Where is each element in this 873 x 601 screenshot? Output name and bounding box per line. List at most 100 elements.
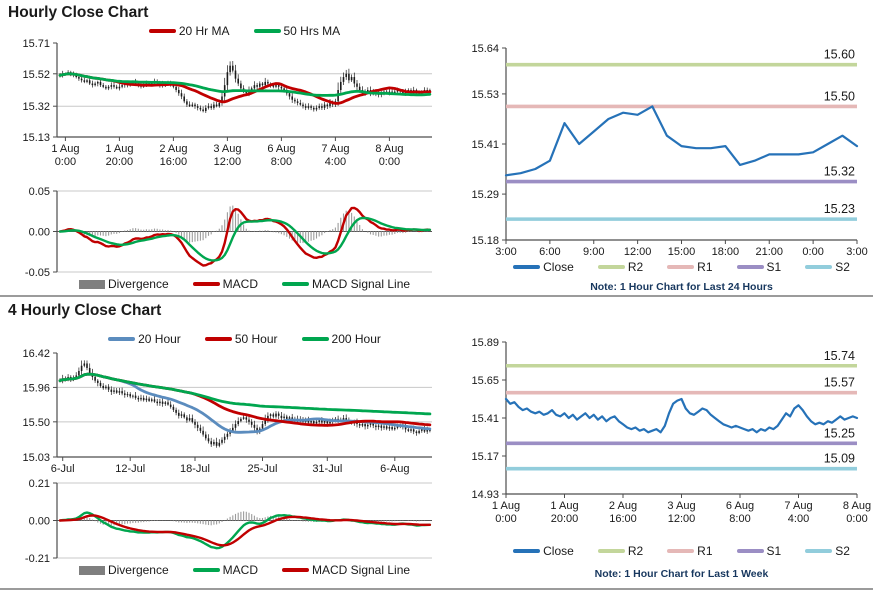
svg-text:0:00: 0:00 [802, 246, 823, 258]
legend-label: Close [543, 544, 574, 558]
legend-fourh-ma: 20 Hour 50 Hour 200 Hour [57, 331, 432, 347]
legend-label: R2 [627, 260, 644, 274]
week-chart-note: Note: 1 Hour Chart for Last 1 Week [594, 568, 769, 580]
svg-text:15.96: 15.96 [22, 382, 50, 394]
legend-label: R1 [697, 260, 713, 274]
svg-text:0.21: 0.21 [29, 478, 50, 490]
legend-label: Divergence [107, 277, 169, 291]
line-swatch-icon [301, 337, 329, 341]
svg-text:15.89: 15.89 [471, 337, 499, 349]
legend-item-divergence: Divergence [78, 277, 169, 291]
svg-text:15.53: 15.53 [471, 89, 499, 101]
legend-item-s2: S2 [805, 544, 850, 558]
svg-text:6-Jul: 6-Jul [51, 463, 75, 475]
svg-text:-0.05: -0.05 [25, 267, 50, 279]
section-divider-bottom [0, 588, 873, 590]
svg-text:14.93: 14.93 [471, 489, 499, 501]
svg-text:6-Aug: 6-Aug [380, 463, 409, 475]
line-swatch-icon [805, 549, 833, 553]
legend-label: MACD [222, 563, 258, 577]
svg-text:31-Jul: 31-Jul [312, 463, 342, 475]
svg-text:15.57: 15.57 [824, 376, 855, 390]
legend-label: 50 Hour [234, 332, 278, 346]
legend-label: MACD Signal Line [312, 563, 411, 577]
svg-text:6:00: 6:00 [539, 246, 560, 258]
svg-text:15.60: 15.60 [824, 48, 855, 62]
svg-text:15.03: 15.03 [22, 452, 50, 464]
svg-text:16.42: 16.42 [22, 348, 50, 360]
legend-label: 50 Hrs MA [283, 24, 341, 38]
svg-text:15.32: 15.32 [824, 165, 855, 179]
four-hourly-macd-chart: 0.21 0.00 -0.21 [25, 478, 432, 565]
legend-item-s1: S1 [736, 260, 782, 274]
line-swatch-icon [513, 265, 541, 269]
legend-label: MACD Signal Line [312, 277, 411, 291]
svg-text:0.00: 0.00 [29, 516, 50, 528]
four-hourly-close-chart: 16.42 15.96 15.50 15.036-Jul 12-Jul 18-Jul 25-… [22, 348, 432, 475]
line-swatch-icon [597, 549, 625, 553]
svg-text:15.65: 15.65 [471, 375, 499, 387]
legend-item-50-hrs-ma: 50 Hrs MA [253, 24, 341, 38]
legend-hourly-ma: 20 Hr MA 50 Hrs MA [57, 23, 432, 39]
svg-text:3:00: 3:00 [495, 246, 516, 258]
legend-label: 20 Hour [138, 332, 181, 346]
day-chart-note: Note: 1 Hour Chart for Last 24 Hours [590, 281, 773, 293]
svg-text:9:00: 9:00 [583, 246, 604, 258]
legend-label: S1 [766, 544, 782, 558]
svg-text:15.32: 15.32 [22, 101, 50, 113]
legend-item-r1: R1 [667, 544, 713, 558]
svg-text:3:00: 3:00 [846, 246, 867, 258]
svg-text:15.25: 15.25 [824, 426, 855, 440]
legend-label: S1 [766, 260, 782, 274]
line-swatch-icon [597, 265, 625, 269]
svg-text:15.29: 15.29 [471, 189, 499, 201]
section-divider-top [0, 295, 873, 297]
svg-text:25-Jul: 25-Jul [248, 463, 278, 475]
legend-item-close: Close [513, 544, 574, 558]
legend-item-macd: MACD [192, 277, 258, 291]
legend-item-divergence: Divergence [78, 563, 169, 577]
legend-label: MACD [222, 277, 258, 291]
svg-text:15.17: 15.17 [471, 451, 499, 463]
line-swatch-icon [108, 337, 136, 341]
svg-text:15.23: 15.23 [824, 202, 855, 216]
week-close-chart: 15.89 15.65 15.41 15.17 14.931 Aug 0:00 1 Aug 2… [471, 337, 871, 525]
legend-item-macd-signal-line: MACD Signal Line [282, 277, 410, 291]
legend-label: S2 [835, 544, 850, 558]
line-swatch-icon [253, 29, 281, 33]
line-swatch-icon [282, 282, 309, 286]
svg-text:15:00: 15:00 [668, 246, 696, 258]
svg-text:12:00: 12:00 [624, 246, 652, 258]
svg-text:15.52: 15.52 [22, 69, 50, 81]
line-swatch-icon [667, 265, 695, 269]
legend-item-50-hour: 50 Hour [204, 332, 278, 346]
svg-text:15.41: 15.41 [471, 139, 499, 151]
legend-label: R2 [627, 544, 644, 558]
svg-text:15.71: 15.71 [22, 38, 50, 50]
legend-hourly-macd: Divergence MACD MACD Signal Line [57, 276, 432, 292]
svg-text:15.50: 15.50 [22, 417, 50, 429]
histogram-swatch-icon [78, 279, 105, 289]
hourly-section-title: Hourly Close Chart [8, 4, 149, 21]
svg-text:15.18: 15.18 [471, 235, 499, 247]
line-swatch-icon [192, 282, 220, 286]
legend-item-s2: S2 [805, 260, 850, 274]
svg-text:15.64: 15.64 [471, 43, 499, 55]
legend-item-macd: MACD [192, 563, 258, 577]
hourly-macd-chart: 0.05 0.00 -0.05 [25, 186, 432, 279]
